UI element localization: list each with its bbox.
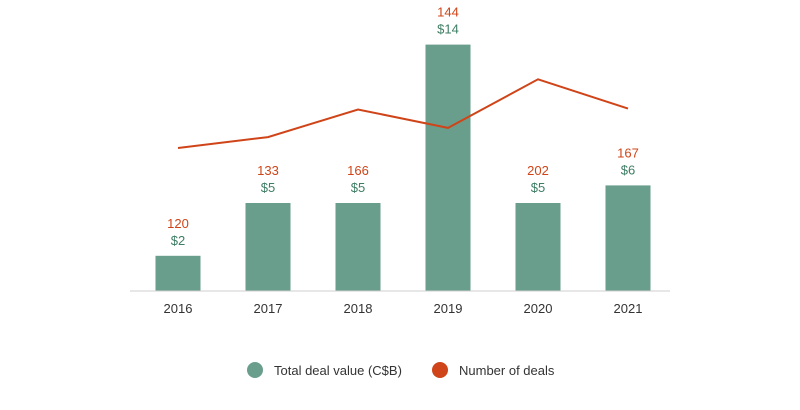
deals-label-2017: 133 bbox=[257, 163, 279, 178]
bar-2018 bbox=[335, 203, 381, 291]
bar-2019 bbox=[425, 44, 471, 291]
x-tick-2021: 2021 bbox=[614, 301, 643, 316]
bar-value-label-2020: $5 bbox=[531, 180, 545, 195]
bar-value-label-2017: $5 bbox=[261, 180, 275, 195]
legend-label-deal-value: Total deal value (C$B) bbox=[274, 363, 402, 378]
bar-value-label-2016: $2 bbox=[171, 233, 185, 248]
bar-value-label-2018: $5 bbox=[351, 180, 365, 195]
deals-label-2021: 167 bbox=[617, 145, 639, 160]
bar-2021 bbox=[605, 185, 651, 291]
x-tick-2020: 2020 bbox=[524, 301, 553, 316]
deals-label-2019: 144 bbox=[437, 5, 459, 20]
bar-value-label-2019: $14 bbox=[437, 22, 459, 37]
x-tick-2018: 2018 bbox=[344, 301, 373, 316]
deals-label-2020: 202 bbox=[527, 163, 549, 178]
legend-label-deals: Number of deals bbox=[459, 363, 555, 378]
bar-2016 bbox=[155, 255, 201, 291]
deals-label-2016: 120 bbox=[167, 216, 189, 231]
deals-label-2018: 166 bbox=[347, 163, 369, 178]
x-tick-2016: 2016 bbox=[164, 301, 193, 316]
legend-swatch-deals bbox=[432, 362, 448, 378]
bar-2020 bbox=[515, 203, 561, 291]
bar-value-label-2021: $6 bbox=[621, 162, 635, 177]
legend-swatch-deal-value bbox=[247, 362, 263, 378]
deals-line bbox=[177, 78, 629, 149]
bar-2017 bbox=[245, 203, 291, 291]
x-tick-2019: 2019 bbox=[434, 301, 463, 316]
x-tick-2017: 2017 bbox=[254, 301, 283, 316]
